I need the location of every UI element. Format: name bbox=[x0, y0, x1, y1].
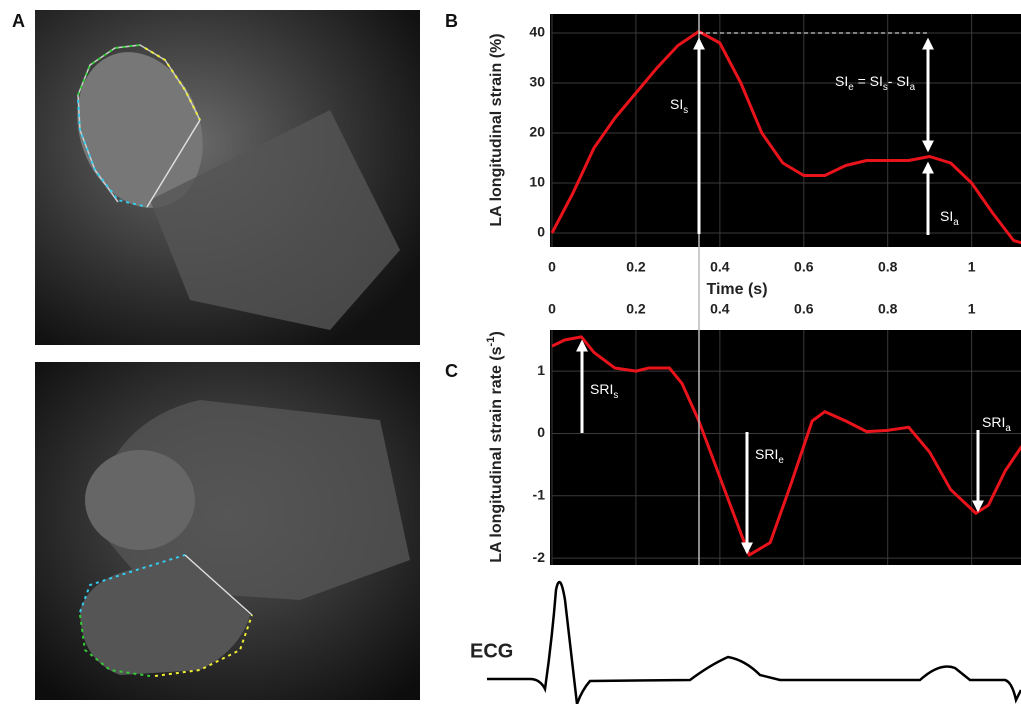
x-tick-label: 0.4 bbox=[710, 259, 730, 275]
y-tick-label: -1 bbox=[533, 487, 546, 503]
x-tick-label: 0.6 bbox=[794, 259, 814, 275]
mri-image-bottom bbox=[35, 362, 420, 700]
text-part: a bbox=[910, 82, 916, 93]
text-part: s bbox=[683, 105, 688, 116]
plot-area bbox=[550, 330, 1021, 565]
x-tick-label: 0.8 bbox=[878, 259, 898, 275]
text-part: e bbox=[848, 82, 854, 93]
text-part: e bbox=[778, 455, 784, 466]
mri-image-top bbox=[35, 10, 420, 345]
x-tick-label: 1 bbox=[968, 301, 976, 317]
text-part: - SI bbox=[888, 73, 910, 89]
annotation: SRIa bbox=[982, 414, 1011, 434]
x-tick-label: 0.8 bbox=[878, 301, 898, 317]
ecg-trace bbox=[487, 580, 1021, 704]
text-part: a bbox=[953, 217, 959, 228]
panel-label: B bbox=[445, 11, 458, 31]
chart-c: 0 0.2 0.4 0.6 0.8 1 -2 -1 0 1 LA longitudinal stra… bbox=[485, 301, 1021, 565]
annotation: SIs bbox=[670, 96, 688, 116]
annotation: SIa bbox=[940, 208, 959, 228]
arrows bbox=[576, 14, 984, 565]
panel-label: A bbox=[12, 11, 25, 31]
annotation: SIe = SIs- SIa bbox=[835, 73, 916, 93]
x-tick-label: 0 bbox=[548, 301, 556, 317]
y-tick-label: 1 bbox=[537, 362, 545, 378]
y-tick-label: 30 bbox=[529, 74, 545, 90]
text-part: SRI bbox=[982, 414, 1005, 430]
y-tick-label: 10 bbox=[529, 174, 545, 190]
ecg-label: ECG bbox=[470, 640, 513, 662]
text-part: SRI bbox=[590, 381, 613, 397]
text-part: SI bbox=[670, 96, 683, 112]
y-tick-label: 20 bbox=[529, 124, 545, 140]
annotation: SRIe bbox=[755, 446, 784, 466]
text-part: SRI bbox=[755, 446, 778, 462]
text-part: a bbox=[1005, 423, 1011, 434]
text-part: ) bbox=[488, 331, 505, 336]
y-tick-label: 0 bbox=[537, 224, 545, 240]
annotation: SRIs bbox=[590, 381, 618, 401]
x-tick-label: 0.2 bbox=[626, 259, 646, 275]
x-tick-label: 0.6 bbox=[794, 301, 814, 317]
text-part: s bbox=[613, 390, 618, 401]
x-tick-label: 0.2 bbox=[626, 301, 646, 317]
plot-area bbox=[550, 14, 1021, 247]
text-part: SI bbox=[940, 208, 953, 224]
y-tick-label: -2 bbox=[533, 549, 546, 565]
panel-label: C bbox=[445, 361, 458, 381]
text-part: -1 bbox=[485, 337, 497, 347]
text-part: SI bbox=[835, 73, 848, 89]
y-axis-label: LA longitudinal strain (%) bbox=[488, 33, 505, 226]
x-tick-label: 0.4 bbox=[710, 301, 730, 317]
x-tick-label: 0 bbox=[548, 259, 556, 275]
data-line bbox=[551, 335, 1021, 557]
y-tick-label: 0 bbox=[537, 424, 545, 440]
x-tick-label: 1 bbox=[968, 259, 976, 275]
text-part: = SI bbox=[854, 73, 883, 89]
y-tick-label: 40 bbox=[529, 24, 545, 40]
text-part: s bbox=[883, 82, 888, 93]
x-axis-label: Time (s) bbox=[706, 281, 767, 298]
y-axis-label: LA longitudinal strain rate (s-1) bbox=[485, 331, 505, 563]
text-part: LA longitudinal strain rate (s bbox=[488, 346, 505, 562]
data-line bbox=[550, 30, 1021, 245]
